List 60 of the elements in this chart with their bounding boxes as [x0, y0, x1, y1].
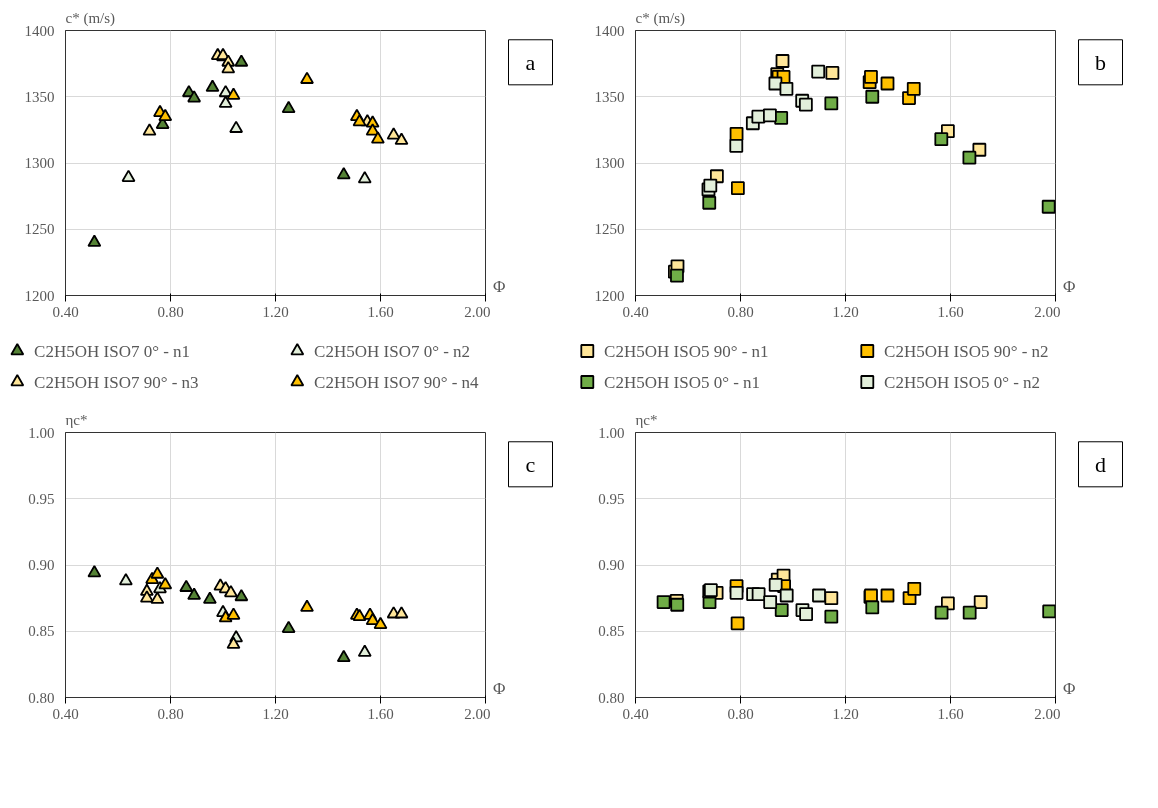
y-axis-title: c* (m/s) [65, 9, 116, 27]
x-tick-label: 0.40 [622, 705, 649, 722]
x-tick-label: 2.00 [1034, 705, 1061, 722]
x-tick-label: 0.80 [727, 705, 754, 722]
legend-label: C2H5OH ISO5 90° - n2 [884, 341, 1049, 361]
y-tick-label: 1300 [594, 155, 625, 171]
y-tick-label: 1.00 [28, 424, 55, 441]
x-tick-label: 2.00 [464, 705, 491, 722]
text: d [1095, 451, 1106, 477]
legend-label: C2H5OH ISO7 90° - n4 [314, 372, 480, 392]
y-tick-label: 0.95 [598, 490, 625, 507]
x-tick-label: 1.60 [937, 705, 964, 722]
x-tick-label: 0.80 [157, 705, 184, 722]
y-tick-label: 1350 [24, 88, 55, 105]
y-tick-label: 1350 [594, 88, 625, 105]
x-tick-label: 0.40 [52, 303, 79, 320]
x-tick-label: 1.60 [367, 705, 394, 722]
x-axis-title: Φ [492, 276, 506, 296]
x-tick-label: 1.60 [367, 303, 394, 320]
y-axis-title: ηc* [65, 411, 88, 428]
x-tick-label: 0.80 [157, 303, 184, 320]
text: b [1095, 49, 1106, 75]
legend-label: C2H5OH ISO5 0° - n2 [884, 372, 1041, 392]
legend-label: C2H5OH ISO7 90° - n3 [34, 372, 199, 392]
x-tick-label: 0.80 [727, 303, 754, 320]
x-tick-label: 0.40 [52, 705, 79, 722]
y-tick-label: 1250 [594, 221, 625, 238]
y-tick-label: 1.00 [598, 424, 625, 441]
legend-label: C2H5OH ISO7 0° - n1 [34, 341, 191, 361]
y-tick-label: 0.90 [28, 557, 55, 573]
x-tick-label: 2.00 [1034, 303, 1061, 320]
y-tick-label: 0.80 [598, 689, 625, 706]
legend-label: C2H5OH ISO5 0° - n1 [604, 372, 761, 392]
y-tick-label: 1300 [24, 155, 55, 171]
x-tick-label: 0.40 [622, 303, 649, 320]
y-tick-label: 1200 [594, 287, 625, 304]
y-tick-label: 1250 [24, 221, 55, 238]
y-tick-label: 1400 [24, 22, 55, 39]
y-tick-label: 0.80 [28, 689, 55, 706]
x-axis-title: Φ [1062, 276, 1076, 296]
legend-label: C2H5OH ISO5 90° - n1 [604, 341, 769, 361]
y-tick-label: 0.85 [28, 623, 55, 640]
x-axis-title: Φ [1062, 678, 1076, 698]
x-tick-label: 1.20 [262, 303, 289, 320]
y-axis-title: ηc* [635, 411, 658, 428]
y-tick-label: 0.90 [598, 557, 625, 573]
text: c [525, 451, 536, 477]
x-tick-label: 1.20 [832, 705, 859, 722]
x-tick-label: 1.60 [937, 303, 964, 320]
x-tick-label: 1.20 [262, 705, 289, 722]
text: a [525, 49, 536, 75]
y-tick-label: 0.95 [28, 490, 55, 507]
y-tick-label: 1400 [594, 22, 625, 39]
legend-label: C2H5OH ISO7 0° - n2 [314, 341, 471, 361]
y-tick-label: 1200 [24, 287, 55, 304]
x-tick-label: 1.20 [832, 303, 859, 320]
y-tick-label: 0.85 [598, 623, 625, 640]
y-axis-title: c* (m/s) [635, 9, 686, 27]
x-axis-title: Φ [492, 678, 506, 698]
x-tick-label: 2.00 [464, 303, 491, 320]
